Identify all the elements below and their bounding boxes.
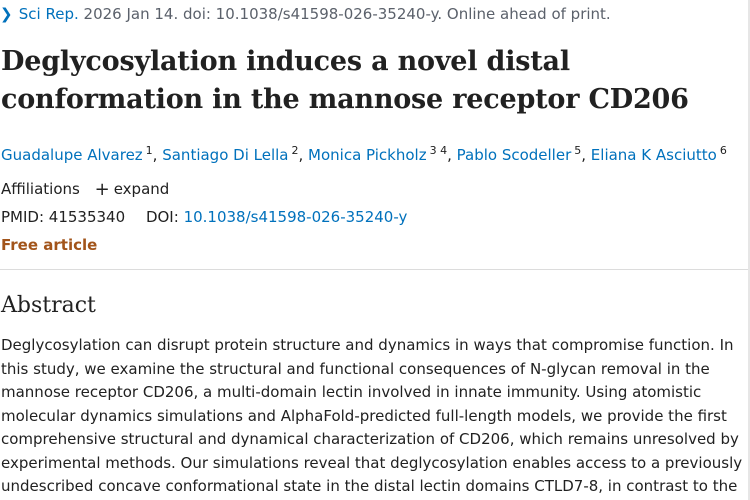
pmid-value: 41535340 [48,208,126,226]
section-divider [0,269,750,270]
author-link[interactable]: Santiago Di Lella [162,146,289,164]
doi-label: DOI: [145,208,179,226]
scrollbar-track[interactable] [748,0,750,500]
affiliation-ref[interactable]: 1 [145,144,153,157]
pmid-label: PMID: [1,208,45,226]
author-link[interactable]: Pablo Scodeller [456,146,572,164]
affiliations-label: Affiliations [1,180,80,198]
expand-label[interactable]: expand [113,180,170,198]
doi-link[interactable]: 10.1038/s41598-026-35240-y [183,208,408,226]
author-list: Guadalupe Alvarez 1, Santiago Di Lella 2, … [1,144,727,164]
plus-icon[interactable]: + [94,179,110,200]
citation-line: ❯ Sci Rep. 2026 Jan 14. doi: 10.1038/s41… [0,4,611,24]
chevron-right-icon[interactable]: ❯ [0,5,13,23]
author-link[interactable]: Guadalupe Alvarez [1,146,143,164]
affiliation-ref[interactable]: 6 [719,144,727,157]
author-link[interactable]: Eliana K Asciutto [590,146,717,164]
citation-details: 2026 Jan 14. doi: 10.1038/s41598-026-352… [78,5,611,23]
identifiers: PMID: 41535340 DOI: 10.1038/s41598-026-3… [1,207,407,227]
author-link[interactable]: Monica Pickholz [308,146,427,164]
affiliation-ref[interactable]: 2 [291,144,299,157]
journal-link[interactable]: Sci Rep. [18,5,79,23]
abstract-text: Deglycosylation can disrupt protein stru… [1,336,743,495]
affiliation-ref[interactable]: 3 4 [429,144,448,157]
abstract-heading: Abstract [1,293,96,318]
article-title: Deglycosylation induces a novel distal c… [1,46,689,115]
free-article-badge: Free article [1,236,98,254]
affiliation-ref[interactable]: 5 [574,144,582,157]
affiliations-toggle[interactable]: Affiliations + expand [1,179,169,200]
